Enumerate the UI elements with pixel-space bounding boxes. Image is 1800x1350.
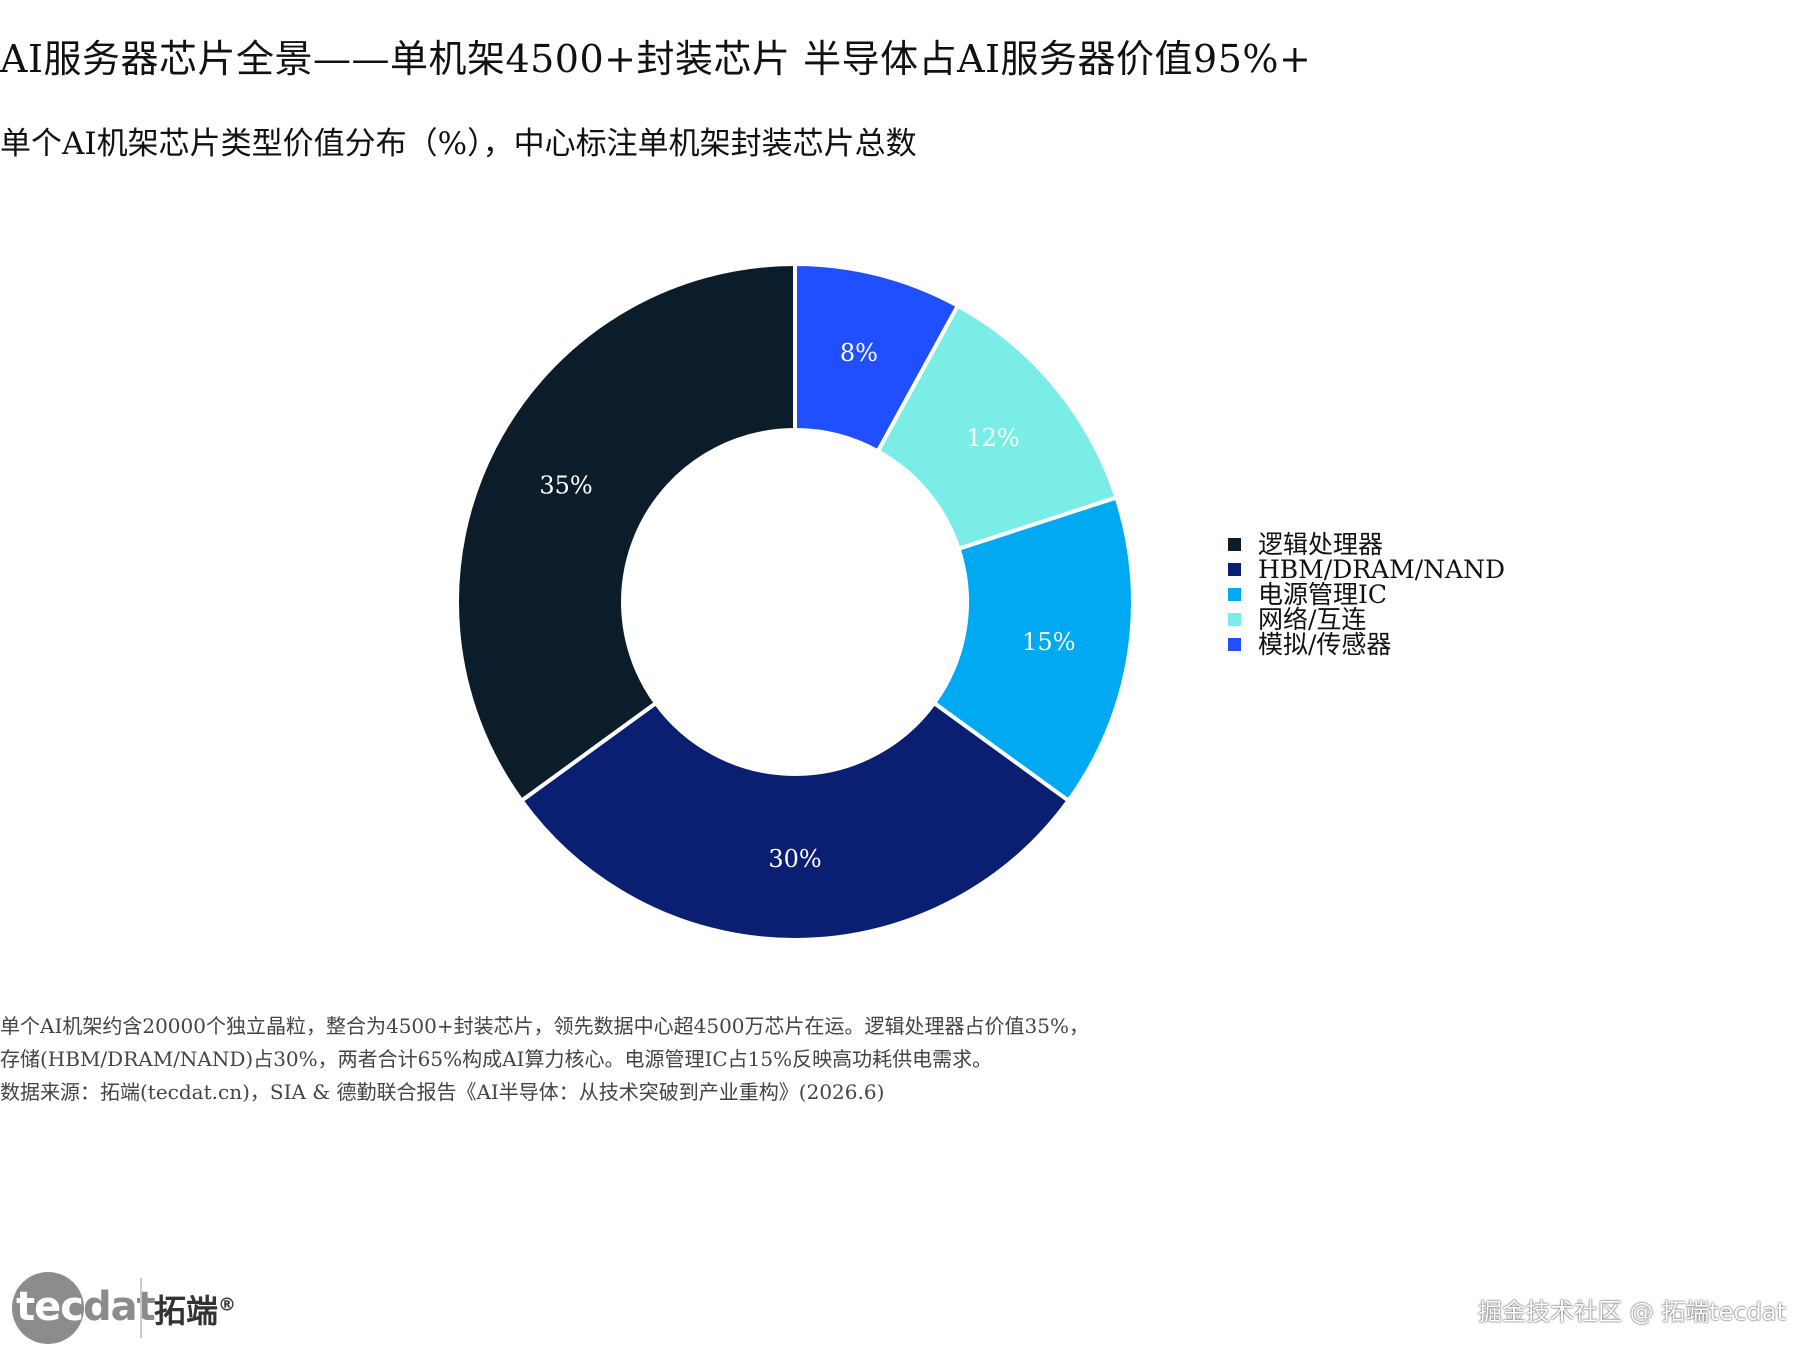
logo-circle-icon (12, 1272, 84, 1344)
legend-label-3: 网络/互连 (1258, 605, 1367, 634)
legend-item-3[interactable]: 网络/互连 (1228, 607, 1505, 632)
tecdat-logo: tecdat 拓端® (12, 1272, 236, 1344)
legend-label-1: HBM/DRAM/NAND (1258, 555, 1505, 584)
donut-value-labels: 8% 12% 15% 30% 35% (539, 339, 1075, 873)
donut-slice-4[interactable] (455, 261, 797, 804)
footnote-line-2: 存储(HBM/DRAM/NAND)占30%，两者合计65%构成AI算力核心。电源… (0, 1047, 993, 1071)
footnote: 单个AI机架约含20000个独立晶粒，整合为4500+封装芯片，领先数据中心超4… (0, 1010, 1089, 1109)
chart-subtitle: 单个AI机架芯片类型价值分布（%），中心标注单机架封装芯片总数 (0, 126, 917, 162)
logo-cn-text: 拓端 (154, 1292, 219, 1330)
legend-item-0[interactable]: 逻辑处理器 (1228, 532, 1505, 557)
donut-slices (455, 261, 1136, 943)
legend-swatch-1 (1228, 563, 1241, 576)
legend-swatch-0 (1228, 538, 1241, 551)
chart-legend: 逻辑处理器 HBM/DRAM/NAND 电源管理IC 网络/互连 模拟/传感器 (1228, 532, 1505, 657)
legend-item-1[interactable]: HBM/DRAM/NAND (1228, 557, 1505, 582)
donut-slice-3[interactable] (518, 700, 1072, 943)
legend-swatch-2 (1228, 588, 1241, 601)
registered-mark: ® (218, 1294, 237, 1316)
logo-chinese-name: 拓端® (154, 1286, 236, 1332)
slice-value-label-2: 15% (1022, 628, 1075, 656)
footnote-line-1: 单个AI机架约含20000个独立晶粒，整合为4500+封装芯片，领先数据中心超4… (0, 1014, 1089, 1038)
logo-wordmark-head: tec (16, 1284, 84, 1330)
legend-swatch-4 (1228, 638, 1241, 651)
slice-value-label-3: 30% (768, 845, 821, 873)
donut-slice-2[interactable] (931, 495, 1136, 804)
slice-value-label-0: 8% (840, 339, 878, 367)
watermark: 掘金技术社区 @ 拓端tecdat (1478, 1298, 1786, 1326)
logo-wordmark-tail: dat (82, 1284, 156, 1330)
slice-value-label-4: 35% (539, 471, 592, 499)
legend-item-4[interactable]: 模拟/传感器 (1228, 632, 1505, 657)
logo-wordmark: tecdat (16, 1284, 156, 1330)
slice-value-label-1: 12% (966, 424, 1019, 452)
legend-label-2: 电源管理IC (1258, 580, 1388, 609)
legend-item-2[interactable]: 电源管理IC (1228, 582, 1505, 607)
legend-label-4: 模拟/传感器 (1258, 630, 1392, 659)
donut-slice-1[interactable] (875, 303, 1119, 552)
legend-label-0: 逻辑处理器 (1258, 530, 1384, 559)
logo-divider (140, 1278, 142, 1338)
footnote-source: 数据来源：拓端(tecdat.cn)，SIA & 德勤联合报告《AI半导体：从技… (0, 1080, 885, 1104)
legend-swatch-3 (1228, 613, 1241, 626)
chart-title: AI服务器芯片全景——单机架4500+封装芯片 半导体占AI服务器价值95%+ (0, 37, 1312, 81)
